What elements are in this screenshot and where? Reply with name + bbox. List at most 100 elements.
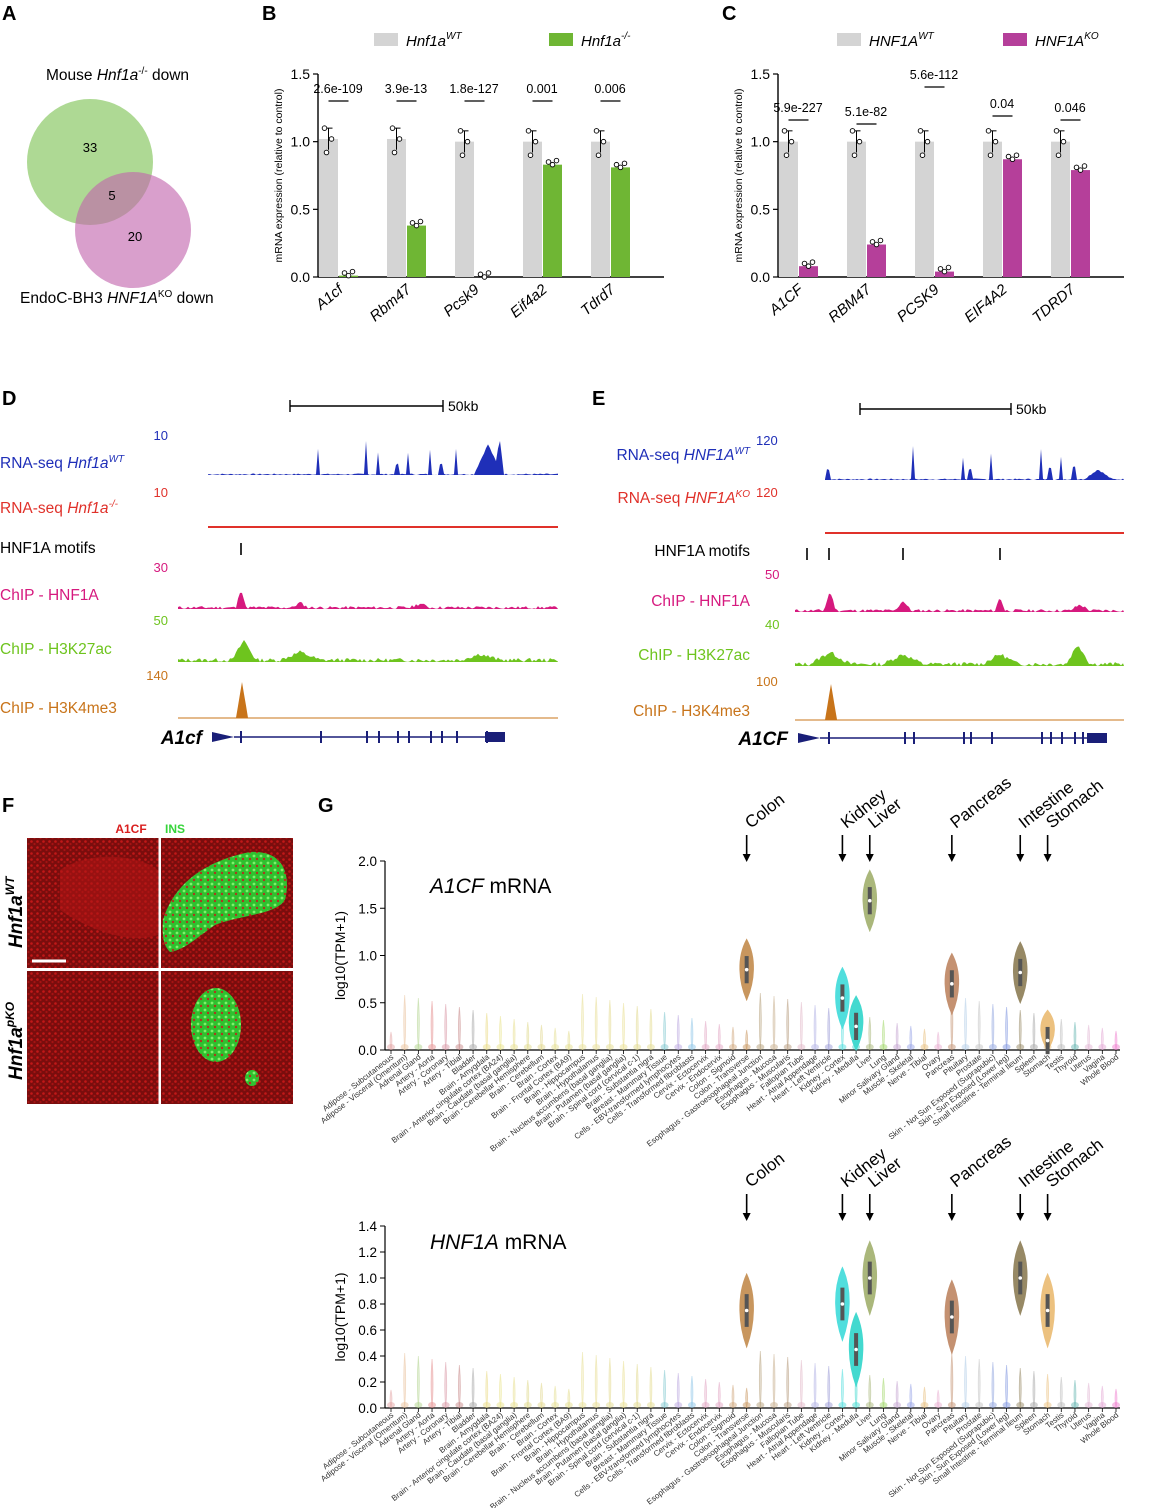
data-point-wt — [457, 128, 464, 134]
violin-median — [1045, 1038, 1050, 1043]
violin-base — [770, 1402, 779, 1408]
data-point-wt — [525, 128, 532, 134]
pvalue-label: 5.6e-112 — [910, 68, 958, 82]
data-point-ko — [937, 266, 944, 272]
panel-letter-f: F — [2, 795, 14, 817]
violin-base — [387, 1402, 395, 1408]
violin-base — [1112, 1402, 1120, 1408]
bar-ko — [867, 244, 886, 277]
stain-label-a1cf: A1CF — [115, 822, 146, 836]
category-label: A1CF — [766, 281, 808, 320]
data-point-ko — [1005, 153, 1012, 160]
violin-faint — [964, 997, 967, 1051]
track-scale: 50 — [765, 567, 779, 582]
violin-base — [934, 1402, 943, 1408]
violin-base — [1016, 1044, 1025, 1050]
violin-faint — [594, 1354, 598, 1409]
tissue-arrow-head — [947, 1213, 956, 1221]
pvalue-label: 2.6e-109 — [313, 82, 362, 96]
violin-base — [961, 1044, 970, 1050]
violin-base — [920, 1044, 929, 1050]
violin-median — [1018, 1276, 1023, 1280]
panel-letter-e: E — [592, 388, 605, 410]
data-point-ko — [477, 271, 484, 278]
tissue-arrow-head — [838, 854, 847, 862]
scale-bar-label: 50kb — [448, 398, 479, 414]
violin-base — [537, 1402, 546, 1408]
data-point-wt — [985, 128, 992, 134]
tissue-arrow-label: Colon — [741, 790, 788, 832]
venn-circle-human — [75, 172, 191, 288]
pvalue-label: 1.8e-127 — [449, 82, 498, 96]
violin-base — [701, 1044, 710, 1050]
violin-base — [578, 1044, 587, 1050]
violin-base — [1070, 1044, 1079, 1050]
track-label-rnaseq: RNA-seq Hnf1a-/- — [0, 499, 119, 517]
violin-faint — [499, 1015, 502, 1051]
violin-base — [674, 1044, 683, 1050]
violin-base — [879, 1402, 888, 1408]
data-point-wt — [532, 138, 539, 145]
violin-faint — [690, 1017, 694, 1051]
violin-faint — [663, 1369, 666, 1409]
bar-wt — [915, 141, 934, 277]
y-axis-label: mRNA expression (relative to control) — [733, 89, 745, 263]
track-scale: 10 — [154, 485, 168, 500]
gene-exon — [913, 732, 915, 744]
violin-base — [783, 1402, 792, 1408]
violin-base — [441, 1044, 450, 1050]
violin-faint — [540, 1024, 543, 1051]
violin-base — [715, 1402, 724, 1408]
tissue-arrow-head — [865, 1213, 874, 1221]
violin-faint — [1073, 1021, 1077, 1051]
violin-faint — [1059, 1376, 1063, 1409]
violin-base — [482, 1044, 491, 1050]
tissue-arrow-label: Pancreas — [947, 1132, 1015, 1191]
panel-letter-a: A — [2, 3, 16, 25]
violin-base — [715, 1044, 724, 1050]
violin-faint — [581, 993, 584, 1051]
violin-faint — [403, 1352, 407, 1409]
violin-base — [811, 1402, 820, 1408]
data-point-ko — [809, 259, 816, 265]
tissue-arrow-head — [1016, 1213, 1025, 1221]
y-tick-label: 1.0 — [358, 1271, 377, 1286]
bar-wt — [591, 141, 610, 277]
violin-median — [1045, 1308, 1050, 1313]
violin-base — [660, 1402, 669, 1408]
micrograph-grid — [27, 838, 293, 1104]
violin-faint — [649, 1366, 653, 1409]
track-label: ChIP - HNF1A — [651, 593, 750, 610]
data-point-wt — [924, 138, 931, 145]
data-point-wt — [987, 152, 994, 158]
data-point-wt — [459, 152, 466, 158]
gene-exon — [430, 731, 432, 743]
violin-median — [867, 898, 872, 903]
violin-median — [1018, 970, 1023, 975]
track-label: ChIP - H3K27ac — [0, 641, 112, 658]
gene-label: A1CF — [737, 729, 789, 750]
track-label-rnaseq: RNA-seq HNF1AKO — [618, 489, 751, 507]
data-point-ko — [941, 268, 948, 275]
violin-faint — [868, 1016, 872, 1051]
y-tick-label: 0.6 — [358, 1323, 377, 1338]
violin-faint — [444, 1361, 448, 1409]
venn-count-mouse-only: 33 — [83, 140, 97, 155]
violin-base — [756, 1402, 765, 1408]
violin-faint — [444, 1003, 448, 1051]
venn-top-label: Mouse Hnf1a-/- down — [46, 66, 189, 84]
tissue-arrow-head — [1043, 854, 1052, 862]
violin-base — [537, 1044, 546, 1050]
violin-base — [1112, 1044, 1120, 1050]
violin-base — [414, 1402, 423, 1408]
gene-exon — [1061, 732, 1063, 744]
bar-wt — [387, 138, 406, 277]
violin-base — [1057, 1044, 1066, 1050]
data-point-wt — [321, 125, 328, 131]
y-tick-label: 0.0 — [291, 269, 311, 285]
track-scale: 120 — [756, 433, 778, 448]
data-point-wt — [1055, 152, 1062, 158]
violin-base — [469, 1402, 478, 1408]
venn-count-overlap: 5 — [108, 188, 115, 203]
